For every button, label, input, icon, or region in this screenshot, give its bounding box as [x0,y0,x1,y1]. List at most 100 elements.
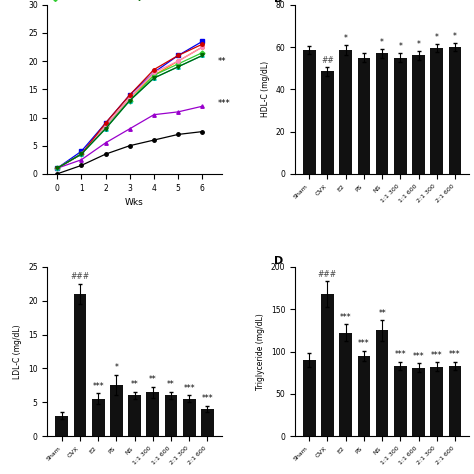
Text: ***: *** [183,384,195,393]
Text: *: * [114,364,118,373]
NS [175,61,181,67]
Bar [376,330,389,436]
1:1 300 [103,123,109,129]
NS [127,98,133,103]
Y-axis label: HDL-C (mg/dL): HDL-C (mg/dL) [261,61,270,118]
Text: **: ** [218,56,227,65]
1:1 600 [54,165,60,171]
Bar [55,416,68,436]
2:1 600 [103,126,109,132]
Bar [357,58,370,174]
E2 [54,165,60,171]
Text: ***: *** [340,313,352,322]
Text: ***: *** [218,99,231,108]
Bar [412,367,425,436]
2:1 600 [127,98,133,103]
Line: 2:1 600: 2:1 600 [55,54,204,170]
PS [79,151,84,157]
Text: ***: *** [201,394,213,403]
Line: 1:1 300: 1:1 300 [55,46,204,170]
Y-axis label: LDL-C (mg/dL): LDL-C (mg/dL) [13,324,22,379]
OVX [127,92,133,98]
E2 [127,126,133,132]
PS [151,73,157,78]
1:1 600 [151,67,157,73]
2:1 300 [127,98,133,103]
Y-axis label: Triglyceride (mg/dL): Triglyceride (mg/dL) [256,313,265,390]
2:1 600 [79,151,84,157]
Bar [430,367,443,436]
1:1 300 [54,165,60,171]
Bar [321,72,334,174]
Text: ###: ### [70,272,90,281]
Line: NS: NS [55,51,204,170]
E2 [175,109,181,115]
1:1 600 [127,92,133,98]
Text: D: D [274,256,283,266]
PS [200,44,205,50]
Bar [412,55,425,174]
Text: ***: *** [413,352,424,361]
Text: B: B [274,0,283,4]
Text: **: ** [167,381,175,390]
Line: OVX: OVX [55,40,204,170]
Sham [54,171,60,177]
Text: ***: *** [431,351,443,360]
1:1 600 [200,41,205,47]
1:1 600 [175,53,181,58]
Bar [357,356,370,436]
Sham [151,137,157,143]
Text: ***: *** [394,350,406,359]
NS [151,73,157,78]
OVX [200,38,205,44]
Bar [448,366,461,436]
2:1 300 [54,165,60,171]
OVX [54,165,60,171]
2:1 300 [175,64,181,70]
2:1 300 [200,53,205,58]
Bar [303,360,316,436]
OVX [151,70,157,75]
Line: PS: PS [55,46,204,170]
1:1 300 [79,151,84,157]
Sham [175,132,181,137]
NS [54,165,60,171]
E2 [103,140,109,146]
Text: ###: ### [318,270,337,279]
2:1 300 [103,126,109,132]
1:1 300 [175,58,181,64]
2:1 300 [79,151,84,157]
X-axis label: Wks: Wks [125,198,144,207]
Bar [73,294,86,436]
Bar [394,366,407,436]
Bar [430,48,443,174]
Bar [164,395,177,436]
1:1 300 [151,70,157,75]
E2 [151,112,157,118]
PS [127,95,133,100]
Bar [339,333,352,436]
Bar [394,58,407,174]
Text: **: ** [378,309,386,318]
NS [200,50,205,55]
Text: ***: *** [358,339,370,348]
Sham [103,151,109,157]
NS [103,123,109,129]
Sham [200,129,205,135]
Text: *: * [417,40,420,49]
PS [54,165,60,171]
Sham [79,163,84,168]
Text: *: * [435,33,438,42]
Text: **: ** [149,375,156,384]
Bar [92,399,104,436]
1:1 300 [127,95,133,100]
Bar [110,385,123,436]
OVX [79,148,84,154]
Bar [448,47,461,174]
Text: *: * [380,38,384,47]
PS [175,58,181,64]
Text: ##: ## [321,56,334,65]
2:1 600 [54,165,60,171]
Text: *: * [398,42,402,51]
Bar [339,50,352,174]
